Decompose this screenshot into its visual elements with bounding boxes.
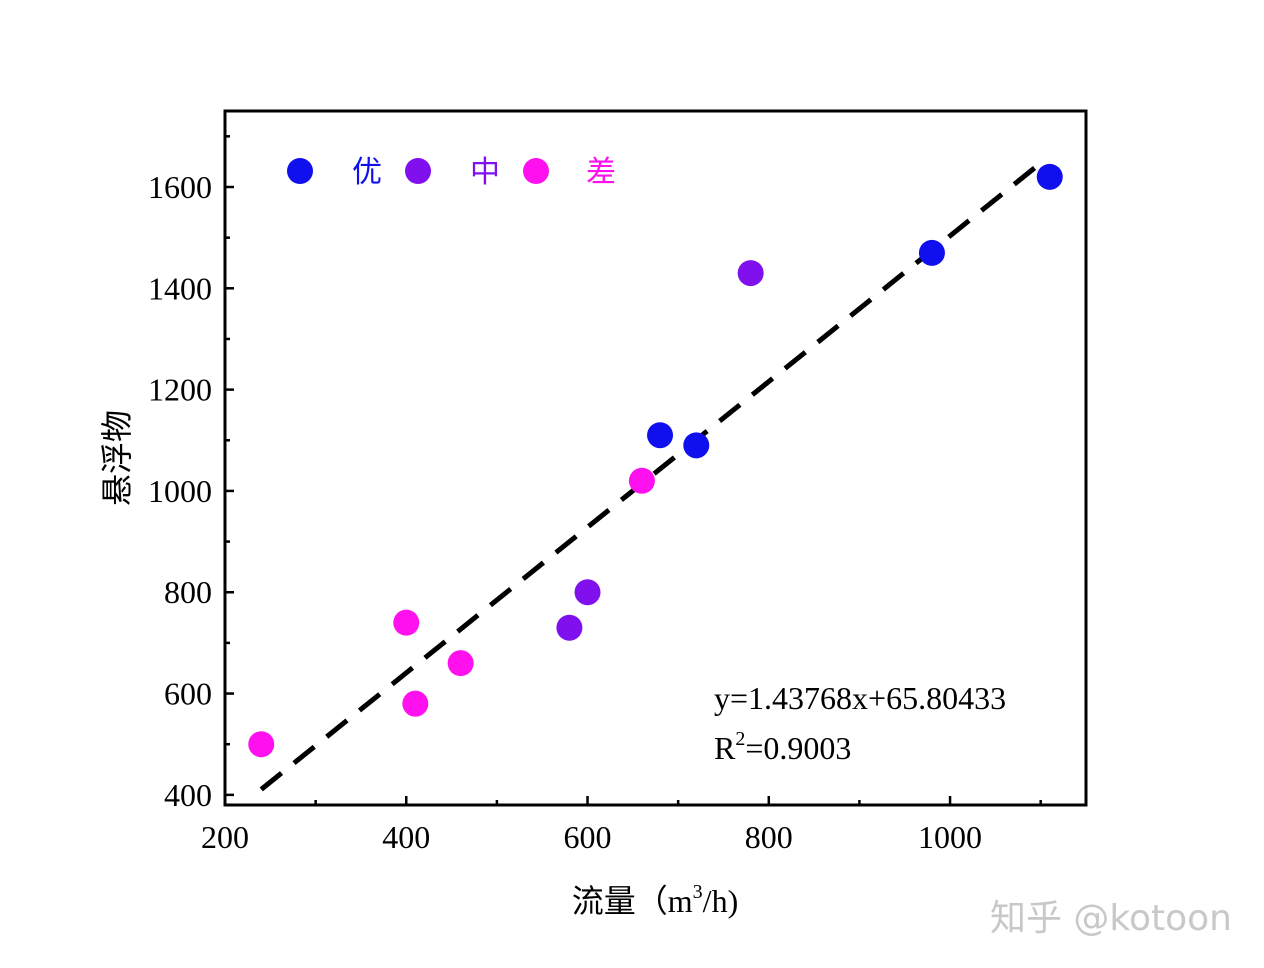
legend: 优 中 差 [287, 155, 616, 190]
r-squared-value: =0.9003 [745, 730, 851, 766]
y-tick-label: 1000 [148, 473, 212, 509]
x-tick-label: 400 [382, 819, 430, 855]
regression-equation: y=1.43768x+65.80433 [714, 680, 1006, 716]
data-point [918, 239, 945, 266]
x-tick-label: 200 [201, 819, 249, 855]
x-tick-labels: 200 400 600 800 1000 [201, 819, 982, 855]
data-point [628, 467, 655, 494]
x-axis-title-tail: /h) [703, 883, 739, 919]
data-points-layer [248, 163, 1063, 758]
y-tick-label: 800 [164, 574, 212, 610]
x-tick-label: 600 [564, 819, 612, 855]
r-squared-label: R2=0.9003 [714, 728, 851, 766]
legend-label-you: 优 [352, 155, 382, 190]
data-point [393, 609, 420, 636]
r-squared-superscript: 2 [735, 728, 745, 750]
data-point [574, 579, 601, 606]
y-axis-title: 悬浮物 [98, 410, 136, 506]
legend-marker-zhong [405, 158, 431, 184]
watermark: 知乎 @kotoon [990, 898, 1232, 939]
r-squared-r: R [714, 730, 736, 766]
x-axis-title-main: 流量（m [572, 883, 693, 919]
data-point [447, 650, 474, 677]
legend-marker-cha [523, 158, 549, 184]
data-point [647, 422, 674, 449]
legend-marker-you [287, 158, 313, 184]
data-point [1036, 163, 1063, 190]
x-tick-label: 1000 [918, 819, 982, 855]
y-tick-label: 400 [164, 777, 212, 813]
y-tick-labels: 400 600 800 1000 1200 1400 1600 [148, 169, 212, 813]
data-point [556, 614, 583, 641]
data-point [683, 432, 710, 459]
legend-label-zhong: 中 [470, 155, 500, 190]
legend-label-cha: 差 [586, 155, 616, 190]
data-point [402, 690, 429, 717]
x-axis-title: 流量（m3/h) [572, 881, 738, 919]
x-axis-title-superscript: 3 [693, 881, 703, 903]
plot-frame [223, 109, 1088, 807]
y-tick-label: 1400 [148, 270, 212, 306]
data-point [737, 260, 764, 287]
data-point [248, 731, 275, 758]
x-tick-label: 800 [745, 819, 793, 855]
y-tick-label: 1600 [148, 169, 212, 205]
y-tick-label: 600 [164, 676, 212, 712]
y-tick-label: 1200 [148, 372, 212, 408]
